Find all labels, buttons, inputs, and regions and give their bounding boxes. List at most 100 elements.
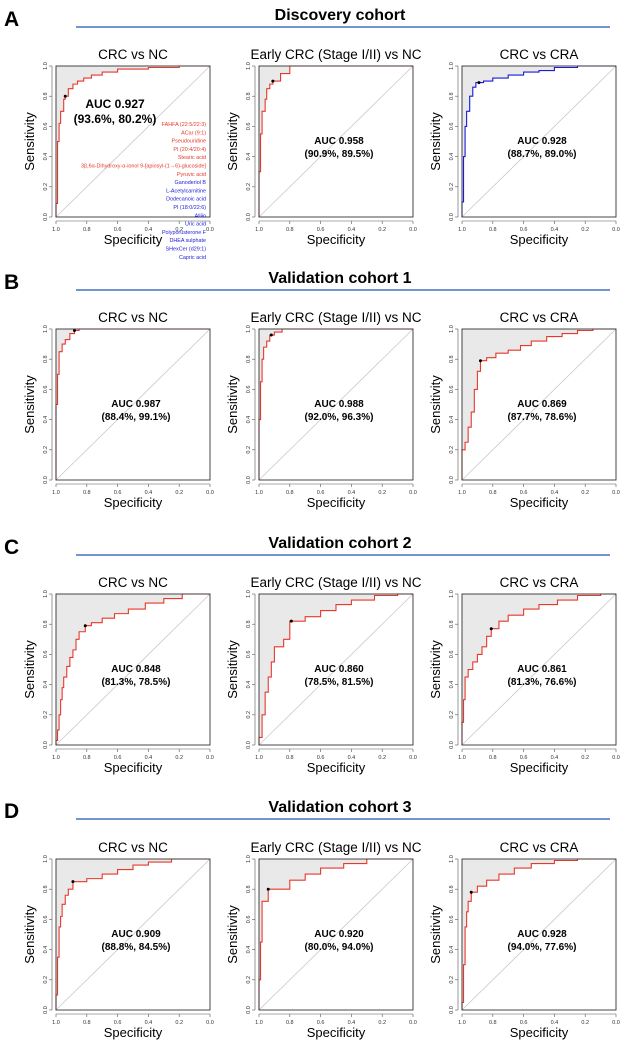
cutoff-point xyxy=(266,887,270,891)
chance-line xyxy=(258,65,414,218)
y-tick-label: 0.0 xyxy=(449,1006,455,1014)
chance-line xyxy=(258,593,414,746)
auc-shade xyxy=(462,329,616,480)
y-tick-label: 0.2 xyxy=(43,711,49,719)
y-axis-label: Sensitivity xyxy=(225,375,240,434)
legend-item: Uric acid xyxy=(185,222,206,228)
panel-title: CRC vs CRA xyxy=(500,575,579,590)
x-tick-label: 1.0 xyxy=(52,1020,60,1026)
x-tick-label: 0.0 xyxy=(612,1020,620,1026)
auc-shade xyxy=(462,594,616,745)
legend-item: Dodecanoic acid xyxy=(166,197,206,203)
roc-panel-C-2: Early CRC (Stage I/II) vs NC1.0 0.8 0.6 0.4… xyxy=(225,575,422,775)
y-tick-label: 0.2 xyxy=(43,976,49,984)
chance-line xyxy=(258,858,414,1011)
x-tick-label: 0.6 xyxy=(114,755,122,761)
x-tick-label: 0.8 xyxy=(83,490,91,496)
x-tick-label: 1.0 xyxy=(458,490,466,496)
section-title: Validation cohort 3 xyxy=(268,799,411,816)
panel-title: Early CRC (Stage I/II) vs NC xyxy=(250,575,421,590)
y-tick-label: 0.8 xyxy=(43,355,49,363)
x-tick-label: 0.0 xyxy=(409,490,417,496)
y-tick-label: 0.2 xyxy=(246,183,252,191)
x-tick-label: 0.6 xyxy=(114,227,122,233)
y-tick-label: 0.0 xyxy=(246,476,252,484)
roc-curve xyxy=(55,328,210,480)
x-tick-label: 1.0 xyxy=(52,755,60,761)
roc-curve xyxy=(258,858,413,1010)
roc-curve xyxy=(258,65,413,217)
cutoff-point xyxy=(469,890,473,894)
y-tick-label: 0.6 xyxy=(449,651,455,659)
auc-ci-label: (93.6%, 80.2%) xyxy=(74,112,157,126)
x-tick-label: 0.2 xyxy=(581,1020,589,1026)
chance-line xyxy=(55,593,211,746)
plot-frame xyxy=(55,328,211,481)
cutoff-point xyxy=(271,79,275,83)
auc-ci-label: (88.7%, 89.0%) xyxy=(508,149,577,160)
y-tick-label: 0.4 xyxy=(246,681,252,689)
auc-shade xyxy=(56,66,210,217)
auc-ci-label: (81.3%, 76.6%) xyxy=(508,677,577,688)
auc-label: AUC 0.987 xyxy=(111,399,161,410)
auc-shade xyxy=(462,66,616,217)
auc-ci-label: (88.8%, 84.5%) xyxy=(102,942,171,953)
y-tick-label: 1.0 xyxy=(449,855,455,863)
y-tick-label: 0.6 xyxy=(246,916,252,924)
legend-item: PI (18:0/22:6) xyxy=(173,205,206,211)
roc-curve xyxy=(55,65,210,217)
y-tick-label: 0.8 xyxy=(246,620,252,628)
legend-item: Capric acid xyxy=(179,255,206,261)
section-header-A: A Discovery cohort xyxy=(4,7,610,31)
panel-letter: C xyxy=(4,536,19,559)
cutoff-point xyxy=(289,619,293,623)
plot-frame xyxy=(258,328,414,481)
y-axis-label: Sensitivity xyxy=(22,112,37,171)
x-tick-label: 0.6 xyxy=(520,227,528,233)
x-tick-label: 0.2 xyxy=(175,490,183,496)
panel-title: Early CRC (Stage I/II) vs NC xyxy=(250,47,421,62)
auc-ci-label: (94.0%, 77.6%) xyxy=(508,942,577,953)
auc-ci-label: (88.4%, 99.1%) xyxy=(102,412,171,423)
roc-panel-D-2: Early CRC (Stage I/II) vs NC1.0 0.8 0.6 0.4… xyxy=(225,840,422,1040)
metabolite-legend: FAHFA (22:5/22:3) ACar (9:1) Pseudouridine… xyxy=(81,122,207,261)
auc-shade xyxy=(56,859,210,1010)
x-tick-label: 0.0 xyxy=(612,755,620,761)
y-tick-label: 0.2 xyxy=(449,976,455,984)
x-axis-label: Specificity xyxy=(104,1025,163,1040)
panel-title: CRC vs CRA xyxy=(500,840,579,855)
y-tick-label: 1.0 xyxy=(449,62,455,70)
y-tick-label: 0.8 xyxy=(43,885,49,893)
y-tick-label: 0.4 xyxy=(449,946,455,954)
x-tick-label: 1.0 xyxy=(458,227,466,233)
legend-item: Pseudouridine xyxy=(172,139,206,145)
y-axis-label: Sensitivity xyxy=(225,640,240,699)
y-tick-label: 0.0 xyxy=(449,476,455,484)
y-tick-label: 1.0 xyxy=(43,855,49,863)
y-tick-label: 0.0 xyxy=(246,741,252,749)
panel-title: Early CRC (Stage I/II) vs NC xyxy=(250,840,421,855)
y-axis-label: Sensitivity xyxy=(22,905,37,964)
x-tick-label: 0.6 xyxy=(317,755,325,761)
roc-curve xyxy=(55,593,210,745)
x-axis-label: Specificity xyxy=(510,495,569,510)
y-tick-label: 1.0 xyxy=(449,325,455,333)
plot-frame xyxy=(461,593,617,746)
y-tick-label: 0.8 xyxy=(246,355,252,363)
x-tick-label: 0.0 xyxy=(206,490,214,496)
roc-curve xyxy=(461,65,616,217)
x-tick-label: 0.6 xyxy=(114,1020,122,1026)
panel-title: Early CRC (Stage I/II) vs NC xyxy=(250,310,421,325)
x-tick-label: 0.2 xyxy=(175,227,183,233)
auc-label: AUC 0.958 xyxy=(314,136,364,147)
y-tick-label: 0.8 xyxy=(246,92,252,100)
y-tick-label: 0.0 xyxy=(43,741,49,749)
chance-line xyxy=(258,328,414,481)
auc-label: AUC 0.988 xyxy=(314,399,364,410)
y-tick-label: 0.0 xyxy=(449,741,455,749)
x-tick-label: 0.2 xyxy=(378,490,386,496)
auc-ci-label: (81.3%, 78.5%) xyxy=(102,677,171,688)
x-axis-label: Specificity xyxy=(510,1025,569,1040)
roc-panel-C-1: CRC vs NC 1.0 0.8 0.6 0.4 0.2 0.0 0.0 0.2 0.4 0.6 0… xyxy=(22,575,214,775)
x-tick-label: 0.2 xyxy=(175,755,183,761)
